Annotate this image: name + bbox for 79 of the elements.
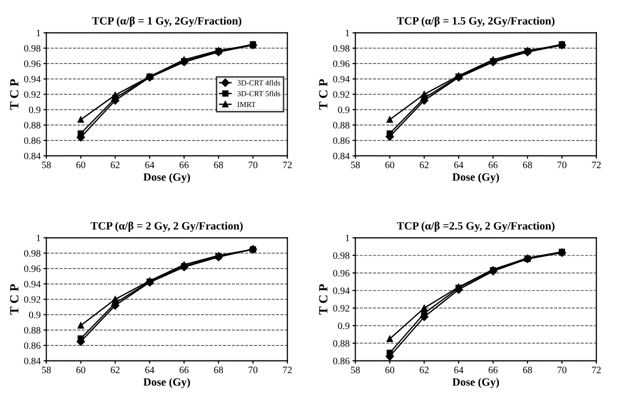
y-tick-label: 0.96 (24, 60, 41, 68)
x-tick-label: 64 (454, 162, 464, 168)
chart-title: TCP (α/β = 1.5 Gy, 2Gy/Fraction) (396, 16, 554, 27)
y-tick-label: 1 (346, 30, 350, 36)
y-axis-title: T C P (319, 284, 328, 315)
y-tick-label: 0.94 (333, 76, 350, 82)
x-tick-label: 60 (76, 162, 86, 168)
x-tick-label: 58 (42, 366, 51, 374)
y-axis-title: T C P (10, 284, 18, 315)
y-axis-title: T C P (319, 79, 328, 110)
chart-title: TCP (α/β = 1 Gy, 2Gy/Fraction) (92, 16, 242, 27)
x-tick-label: 60 (76, 366, 86, 374)
x-tick-label: 62 (420, 162, 429, 168)
y-tick-label: 0.98 (333, 252, 350, 259)
y-tick-label: 0.88 (24, 122, 40, 129)
y-tick-label: 0.86 (24, 137, 41, 144)
x-tick-label: 66 (488, 366, 498, 374)
y-tick-label: 0.96 (24, 265, 41, 272)
x-tick-label: 72 (592, 162, 601, 168)
y-tick-label: 0.9 (29, 106, 40, 114)
y-tick-label: 0.96 (333, 60, 350, 68)
y-tick-label: 0.9 (338, 106, 350, 114)
y-tick-label: 0.98 (24, 45, 40, 52)
x-tick-label: 62 (110, 162, 120, 168)
x-tick-label: 66 (180, 366, 189, 374)
x-tick-label: 64 (145, 366, 154, 374)
x-tick-label: 70 (248, 366, 258, 374)
y-tick-label: 1 (36, 234, 40, 242)
y-tick-label: 0.94 (24, 280, 41, 288)
y-tick-label: 0.86 (333, 358, 350, 364)
x-tick-label: 72 (592, 366, 601, 374)
x-tick-label: 68 (214, 366, 223, 374)
x-tick-label: 58 (351, 366, 360, 374)
x-tick-label: 66 (488, 162, 498, 168)
x-tick-label: 58 (351, 162, 360, 168)
y-tick-label: 0.98 (333, 45, 350, 52)
y-tick-label: 0.86 (333, 137, 350, 144)
x-tick-label: 72 (283, 366, 292, 374)
chart-title: TCP (α/β = 2 Gy, 2 Gy/Fraction) (90, 222, 243, 232)
y-tick-label: 0.9 (338, 322, 350, 330)
y-tick-label: 0.9 (29, 312, 40, 318)
y-tick-label: 0.94 (333, 287, 350, 294)
y-tick-label: 0.94 (24, 76, 41, 82)
y-tick-label: 0.92 (24, 296, 40, 303)
x-tick-label: 70 (558, 162, 566, 168)
y-tick-label: 0.88 (24, 326, 40, 334)
y-tick-label: 0.84 (24, 152, 41, 160)
chart-title: TCP (α/β =2.5 Gy, 2 Gy/Fraction) (396, 222, 554, 232)
y-tick-label: 0.84 (24, 358, 41, 364)
x-tick-label: 66 (180, 162, 189, 168)
y-tick-label: 0.92 (333, 91, 350, 98)
y-tick-label: 0.92 (24, 91, 40, 98)
y-axis-title: T C P (10, 79, 18, 110)
y-tick-label: 0.84 (333, 152, 350, 160)
x-tick-label: 68 (523, 366, 532, 374)
y-tick-label: 0.92 (333, 304, 350, 312)
x-axis-title: Dose (Gy) (143, 172, 190, 184)
y-tick-label: 0.96 (333, 270, 350, 276)
y-tick-label: 0.88 (333, 340, 350, 347)
x-tick-label: 62 (110, 366, 120, 374)
x-axis-title: Dose (Gy) (452, 378, 499, 388)
y-tick-label: 0.98 (24, 250, 40, 257)
y-tick-label: 1 (36, 30, 40, 36)
x-tick-label: 58 (42, 162, 51, 168)
x-tick-label: 64 (454, 366, 464, 374)
x-axis-title: Dose (Gy) (143, 378, 190, 388)
x-tick-label: 60 (385, 162, 394, 168)
y-tick-label: 1 (346, 234, 350, 242)
x-tick-label: 68 (214, 162, 223, 168)
x-axis-title: Dose (Gy) (452, 172, 499, 184)
y-tick-label: 0.88 (333, 122, 350, 129)
x-tick-label: 60 (385, 366, 394, 374)
y-tick-label: 0.86 (24, 342, 41, 349)
x-tick-label: 72 (283, 162, 292, 168)
x-tick-label: 68 (523, 162, 532, 168)
x-tick-label: 62 (420, 366, 429, 374)
x-tick-label: 70 (558, 366, 566, 374)
x-tick-label: 64 (145, 162, 154, 168)
x-tick-label: 70 (248, 162, 258, 168)
